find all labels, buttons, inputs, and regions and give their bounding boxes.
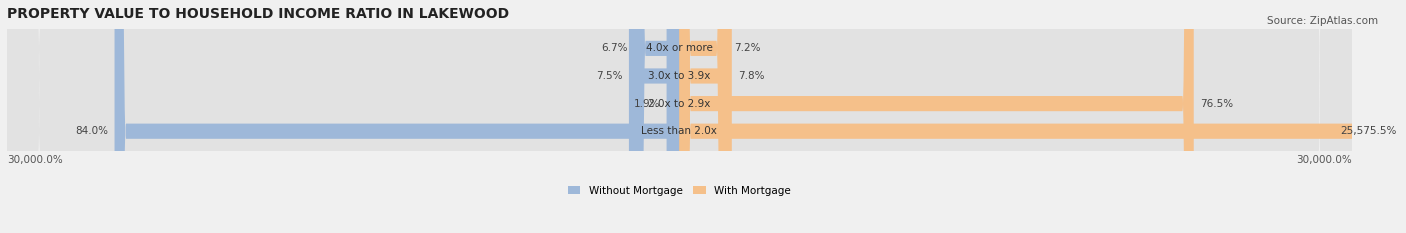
Text: 1.9%: 1.9% [633,99,659,109]
FancyBboxPatch shape [7,0,1351,233]
Text: 2.0x to 2.9x: 2.0x to 2.9x [648,99,710,109]
FancyBboxPatch shape [679,0,728,233]
Text: 6.7%: 6.7% [602,43,627,53]
FancyBboxPatch shape [679,0,731,233]
Legend: Without Mortgage, With Mortgage: Without Mortgage, With Mortgage [564,182,794,200]
FancyBboxPatch shape [679,0,1194,233]
Text: 4.0x or more: 4.0x or more [645,43,713,53]
Text: Source: ZipAtlas.com: Source: ZipAtlas.com [1267,16,1378,26]
Text: 30,000.0%: 30,000.0% [1296,155,1351,165]
Text: 7.2%: 7.2% [734,43,761,53]
FancyBboxPatch shape [628,0,679,233]
Text: 3.0x to 3.9x: 3.0x to 3.9x [648,71,710,81]
FancyBboxPatch shape [114,0,679,233]
FancyBboxPatch shape [634,0,679,233]
FancyBboxPatch shape [7,0,1351,233]
Text: 25,575.5%: 25,575.5% [1340,126,1398,136]
Text: Less than 2.0x: Less than 2.0x [641,126,717,136]
FancyBboxPatch shape [679,0,1406,233]
FancyBboxPatch shape [7,0,1351,233]
Text: 30,000.0%: 30,000.0% [7,155,63,165]
FancyBboxPatch shape [666,0,679,233]
Text: 7.5%: 7.5% [596,71,623,81]
Text: 84.0%: 84.0% [75,126,108,136]
Text: PROPERTY VALUE TO HOUSEHOLD INCOME RATIO IN LAKEWOOD: PROPERTY VALUE TO HOUSEHOLD INCOME RATIO… [7,7,509,21]
Text: 7.8%: 7.8% [738,71,765,81]
FancyBboxPatch shape [7,0,1351,233]
Text: 76.5%: 76.5% [1201,99,1233,109]
